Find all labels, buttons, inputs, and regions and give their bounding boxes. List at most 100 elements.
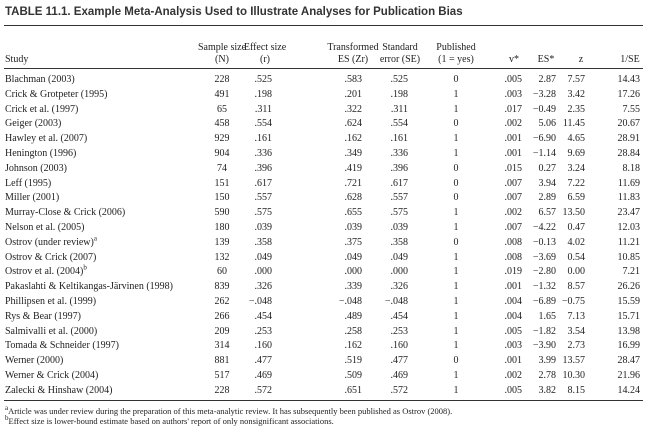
table-cell: 0.54 bbox=[567, 251, 586, 263]
column-header: (r) bbox=[260, 54, 270, 65]
study-cell: Geiger (2003) bbox=[5, 118, 61, 130]
table-cell: .575 bbox=[390, 207, 409, 219]
table-cell: .004 bbox=[504, 296, 523, 307]
table-cell: 12.03 bbox=[617, 222, 641, 233]
table-cell: .525 bbox=[390, 74, 409, 85]
table-cell: 1 bbox=[453, 325, 459, 337]
table-cell: .322 bbox=[344, 103, 363, 115]
study-cell: Murray-Close & Crick (2006) bbox=[5, 207, 125, 219]
table-cell: 3.24 bbox=[567, 162, 586, 174]
study-cell: Werner (2000) bbox=[5, 355, 63, 367]
table-cell: −3.90 bbox=[532, 340, 556, 352]
table-cell: 1 bbox=[453, 281, 459, 293]
table-cell: 590 bbox=[214, 207, 230, 219]
study-cell: Pakaslahti & Keltikangas-Järvinen (1998) bbox=[5, 281, 173, 293]
table-cell: 1 bbox=[453, 266, 459, 278]
study-cell: Ostrov et al. (2004)b bbox=[5, 265, 87, 278]
study-cell: Crick et al. (1997) bbox=[5, 104, 78, 116]
table-cell: 14.43 bbox=[617, 74, 641, 85]
table-cell: 1 bbox=[453, 103, 459, 115]
table-cell: 13.57 bbox=[562, 355, 586, 367]
study-name: Johnson (2003) bbox=[5, 162, 67, 174]
table-cell: 1 bbox=[453, 384, 459, 396]
rule bbox=[4, 68, 643, 69]
table-cell: 2.35 bbox=[567, 103, 586, 115]
table-cell: 7.13 bbox=[567, 310, 586, 322]
footnote-marker: b bbox=[5, 414, 9, 423]
table-cell: 262 bbox=[214, 296, 230, 307]
study-cell: Leff (1995) bbox=[5, 178, 51, 190]
table-cell: .311 bbox=[254, 103, 272, 115]
study-name: Werner (2000) bbox=[5, 355, 64, 367]
table-cell: .015 bbox=[504, 162, 523, 174]
table-cell: .160 bbox=[390, 340, 409, 352]
table-cell: 881 bbox=[214, 355, 230, 367]
table-cell: 9.69 bbox=[567, 148, 586, 159]
table-cell: .000 bbox=[254, 266, 273, 278]
study-cell: Ostrov (under review)a bbox=[5, 235, 97, 249]
table-cell: 3.82 bbox=[538, 384, 557, 396]
table-cell: .454 bbox=[390, 310, 409, 322]
table-cell: .198 bbox=[254, 88, 273, 100]
table-cell: .311 bbox=[390, 103, 408, 115]
table-cell: 2.89 bbox=[538, 192, 557, 204]
table-cell: 23.47 bbox=[617, 207, 641, 219]
table-cell: .004 bbox=[504, 310, 523, 322]
table-cell: 2.73 bbox=[567, 340, 586, 352]
study-name: Ostrov et al. (2004) bbox=[5, 266, 84, 278]
table-cell: .001 bbox=[504, 133, 523, 145]
table-cell: 74 bbox=[217, 162, 227, 174]
table-cell: 65 bbox=[217, 103, 227, 115]
table-cell: 28.91 bbox=[617, 133, 641, 145]
study-name: Miller (2001) bbox=[5, 192, 60, 204]
table-cell: −1.32 bbox=[532, 281, 556, 293]
table-cell: .575 bbox=[254, 207, 273, 219]
table-cell: −.048 bbox=[384, 296, 408, 307]
table-cell: .000 bbox=[390, 266, 409, 278]
table-title: TABLE 11.1. Example Meta-Analysis Used t… bbox=[5, 6, 463, 18]
study-name: Pakaslahti & Keltikangas-Järvinen (1998) bbox=[5, 281, 174, 293]
study-cell: Henington (1996) bbox=[5, 148, 76, 160]
table-cell: 16.99 bbox=[617, 340, 641, 352]
study-name: Ostrov (under review) bbox=[5, 236, 94, 248]
table-cell: .019 bbox=[504, 266, 523, 278]
table-cell: 3.42 bbox=[567, 88, 586, 100]
table-cell: 2.78 bbox=[538, 370, 557, 381]
table-cell: .617 bbox=[390, 177, 409, 189]
column-header: Standard bbox=[382, 42, 418, 53]
table-cell: 1 bbox=[453, 133, 459, 145]
study-name: Hawley et al. (2007) bbox=[5, 133, 88, 145]
table-cell: −6.89 bbox=[532, 296, 556, 307]
table-cell: 28.84 bbox=[617, 148, 641, 159]
table-cell: .049 bbox=[390, 251, 409, 263]
study-cell: Werner & Crick (2004) bbox=[5, 370, 98, 382]
table-cell: 0.27 bbox=[538, 162, 557, 174]
table-cell: −3.69 bbox=[532, 251, 556, 263]
study-name: Ostrov & Crick (2007) bbox=[5, 251, 97, 263]
table-cell: 1 bbox=[453, 207, 459, 219]
table-cell: .525 bbox=[254, 74, 273, 85]
table-cell: .655 bbox=[344, 207, 363, 219]
table-cell: .253 bbox=[390, 325, 409, 337]
table-cell: −.048 bbox=[248, 296, 272, 307]
study-name: Tomada & Schneider (1997) bbox=[5, 340, 119, 352]
table-cell: 1 bbox=[453, 310, 459, 322]
table-cell: .161 bbox=[390, 133, 409, 145]
study-cell: Miller (2001) bbox=[5, 192, 59, 204]
table-cell: .375 bbox=[344, 236, 363, 248]
table-cell: .583 bbox=[344, 74, 363, 85]
table-cell: −0.49 bbox=[532, 103, 556, 115]
table-cell: 151 bbox=[214, 177, 230, 189]
table-cell: .253 bbox=[254, 325, 273, 337]
table-cell: .005 bbox=[504, 325, 523, 337]
table-cell: .007 bbox=[504, 177, 523, 189]
table-cell: .007 bbox=[504, 222, 523, 233]
table-cell: 139 bbox=[214, 236, 230, 248]
table-cell: .396 bbox=[390, 162, 409, 174]
table-cell: .624 bbox=[344, 118, 363, 130]
column-header: Transformed bbox=[327, 42, 379, 53]
table-cell: .349 bbox=[344, 148, 363, 159]
table-cell: 13.98 bbox=[617, 325, 641, 337]
table-cell: .008 bbox=[504, 251, 523, 263]
table-cell: 11.45 bbox=[562, 118, 585, 130]
